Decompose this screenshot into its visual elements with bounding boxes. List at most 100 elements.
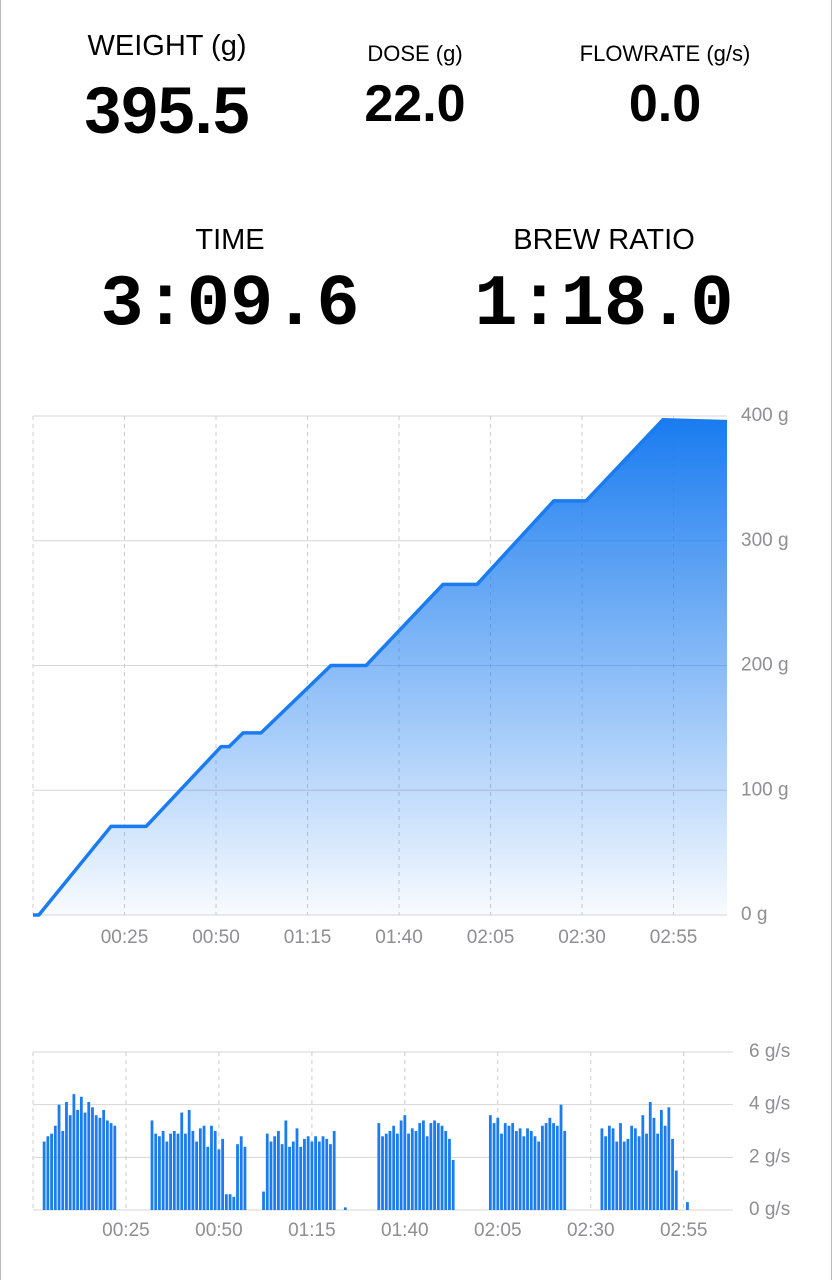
flow-bar — [500, 1133, 503, 1210]
flow-bar — [94, 1115, 98, 1210]
flow-bar — [544, 1123, 548, 1210]
stat-label: WEIGHT (g) — [87, 30, 247, 62]
flow-bar — [83, 1112, 87, 1210]
flow-bar — [607, 1125, 611, 1210]
flow-bar — [541, 1125, 544, 1210]
flow-bar — [236, 1144, 239, 1210]
y-tick-label: 300 g — [741, 530, 789, 551]
flow-bar — [399, 1120, 403, 1210]
flow-bar — [239, 1136, 243, 1210]
flow-bar — [195, 1141, 199, 1210]
flow-bar — [648, 1102, 652, 1210]
flow-bar — [68, 1115, 72, 1210]
flow-bar — [321, 1136, 325, 1210]
x-tick-label: 02:55 — [660, 1220, 708, 1241]
flow-bar — [273, 1136, 277, 1210]
flow-bar — [325, 1138, 329, 1210]
flow-bar — [243, 1146, 247, 1210]
flow-bar — [53, 1125, 57, 1210]
flow-bar — [429, 1123, 433, 1210]
area-fill — [33, 419, 727, 915]
flow-bar — [269, 1141, 273, 1210]
flow-bar — [377, 1123, 381, 1210]
weight-line — [33, 417, 728, 917]
flow-bar — [563, 1131, 567, 1210]
flow-bar — [552, 1123, 555, 1210]
x-tick-label: 00:50 — [192, 927, 240, 948]
flow-bar — [265, 1133, 269, 1210]
stat-value: 22.0 — [364, 75, 466, 133]
flow-bar — [626, 1138, 630, 1210]
flow-bar — [105, 1120, 109, 1210]
flow-bar — [645, 1133, 648, 1210]
flow-bar — [87, 1102, 91, 1210]
x-tick-label: 02:30 — [558, 927, 606, 948]
stat-label: FLOWRATE (g/s) — [579, 41, 751, 66]
flow-bar — [537, 1141, 541, 1210]
flow-bar — [154, 1133, 158, 1210]
flow-bar — [310, 1141, 314, 1210]
flow-bar — [660, 1109, 663, 1210]
flow-bar — [280, 1144, 284, 1210]
flow-bar — [303, 1138, 306, 1210]
flow-bar — [492, 1123, 496, 1210]
flow-bar — [343, 1207, 347, 1210]
flow-bar — [656, 1133, 660, 1210]
flow-bar — [555, 1125, 559, 1210]
x-tick-label: 02:05 — [474, 1220, 522, 1241]
flow-bar — [224, 1194, 228, 1210]
flow-bar — [50, 1133, 53, 1210]
flow-bar — [422, 1120, 425, 1210]
flow-bar — [630, 1125, 634, 1210]
stat-label: TIME — [195, 224, 265, 256]
x-tick-label: 01:40 — [375, 927, 423, 948]
y-tick-label: 0 g/s — [749, 1199, 790, 1220]
flow-bar — [381, 1136, 384, 1210]
x-tick-label: 02:05 — [467, 927, 515, 948]
flow-bar — [633, 1128, 637, 1210]
flow-bar — [76, 1109, 80, 1210]
flow-bar — [288, 1146, 291, 1210]
flow-bar — [213, 1131, 217, 1210]
flow-bar — [191, 1131, 195, 1210]
x-tick-label: 02:55 — [650, 927, 698, 948]
flow-bar — [277, 1131, 280, 1210]
flow-bar — [202, 1125, 206, 1210]
flow-bar — [418, 1123, 422, 1210]
flow-bar — [410, 1128, 414, 1210]
flow-bar — [533, 1136, 537, 1210]
flow-bar — [169, 1133, 172, 1210]
flow-bar — [210, 1125, 213, 1210]
flow-bar — [91, 1107, 94, 1210]
flow-bar — [392, 1125, 396, 1210]
flow-bar — [65, 1102, 68, 1210]
flow-bar — [217, 1149, 221, 1210]
flow-bar — [72, 1094, 76, 1210]
flow-bar — [388, 1131, 392, 1210]
flow-bar — [671, 1138, 674, 1210]
y-tick-label: 6 g/s — [749, 1041, 790, 1062]
flow-bar — [332, 1131, 336, 1210]
flow-bar — [262, 1191, 265, 1210]
flow-bar — [299, 1146, 303, 1210]
flow-bar — [496, 1117, 500, 1210]
flow-bar — [548, 1117, 552, 1210]
flow-bar — [436, 1123, 440, 1210]
flow-bar — [403, 1115, 407, 1210]
flow-bar — [306, 1136, 310, 1210]
flow-bar — [150, 1120, 154, 1210]
flow-bar — [674, 1170, 678, 1210]
flow-bar — [433, 1120, 436, 1210]
flow-bar — [314, 1136, 317, 1210]
flow-bar — [291, 1141, 295, 1210]
stat-label: BREW RATIO — [513, 224, 695, 256]
x-tick-label: 00:50 — [195, 1220, 243, 1241]
flow-bar — [641, 1115, 645, 1210]
x-tick-label: 00:25 — [102, 1220, 150, 1241]
flow-bar — [317, 1141, 321, 1210]
flow-bar — [172, 1131, 176, 1210]
flow-bar — [511, 1123, 515, 1210]
flow-bar — [329, 1144, 332, 1210]
